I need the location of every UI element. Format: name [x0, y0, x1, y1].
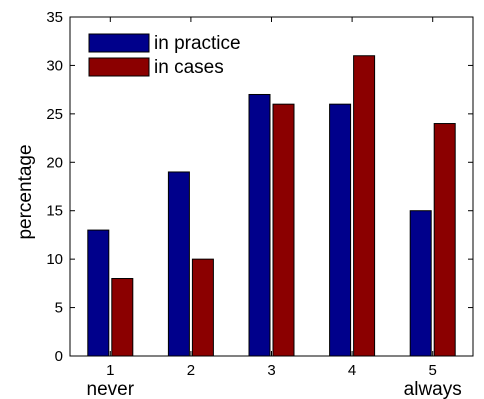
bar-in-cases-3 — [272, 103, 295, 357]
x-category-sublabel: always — [404, 379, 462, 399]
legend-label-in-cases: in cases — [154, 57, 224, 78]
y-tick-label: 20 — [46, 154, 63, 171]
y-axis-label: percentage — [15, 144, 36, 239]
bar-in-cases-1 — [111, 278, 134, 357]
x-tick-label: 3 — [267, 362, 275, 379]
y-tick-label: 15 — [46, 203, 63, 220]
bars-group — [87, 55, 456, 357]
bar-in-cases-2 — [191, 258, 214, 357]
bar-in-practice-5 — [409, 210, 432, 357]
bar-in-practice-2 — [167, 171, 190, 357]
legend-label-in-practice: in practice — [154, 33, 241, 54]
y-tick-label: 5 — [55, 300, 63, 317]
y-tick-label: 25 — [46, 106, 63, 123]
legend-swatch-in-cases — [88, 57, 150, 77]
bar-in-cases-4 — [353, 55, 376, 357]
x-tick-label: 5 — [429, 362, 437, 379]
y-tick-label: 35 — [46, 9, 63, 26]
y-tick-label: 0 — [55, 348, 63, 365]
bar-in-cases-5 — [433, 123, 456, 357]
bar-in-practice-3 — [248, 93, 271, 357]
y-tick-label: 30 — [46, 57, 63, 74]
x-tick-label: 1 — [106, 362, 114, 379]
legend-swatch-in-practice — [88, 33, 150, 53]
y-tick-label: 10 — [46, 251, 63, 268]
bar-in-practice-4 — [329, 103, 352, 357]
legend: in practice in cases — [88, 33, 241, 78]
bar-in-practice-1 — [87, 229, 110, 357]
x-tick-label: 4 — [348, 362, 356, 379]
x-category-sublabel: never — [87, 379, 135, 399]
x-tick-label: 2 — [187, 362, 195, 379]
